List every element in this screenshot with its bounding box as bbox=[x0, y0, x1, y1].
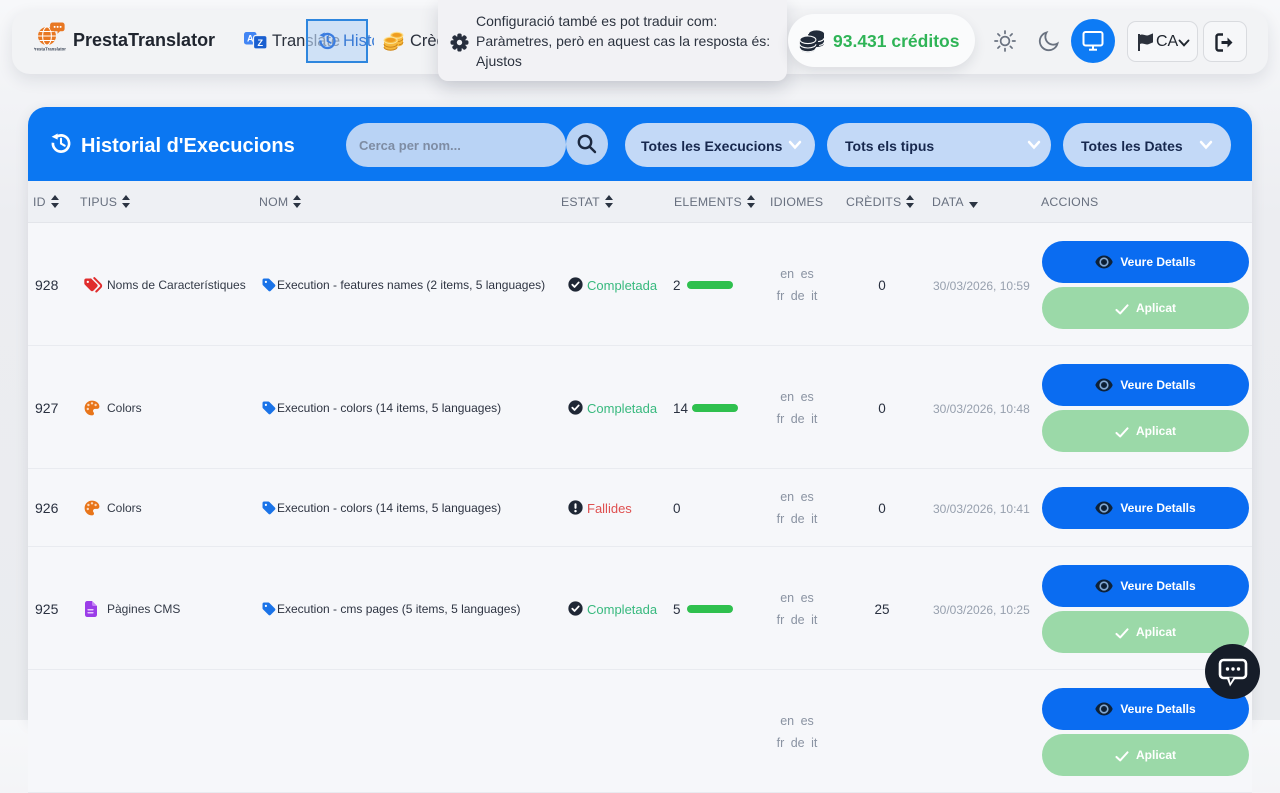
svg-text:Z: Z bbox=[257, 38, 263, 48]
svg-text:PrestaTranslator: PrestaTranslator bbox=[34, 47, 66, 52]
svg-text:A: A bbox=[247, 34, 254, 44]
